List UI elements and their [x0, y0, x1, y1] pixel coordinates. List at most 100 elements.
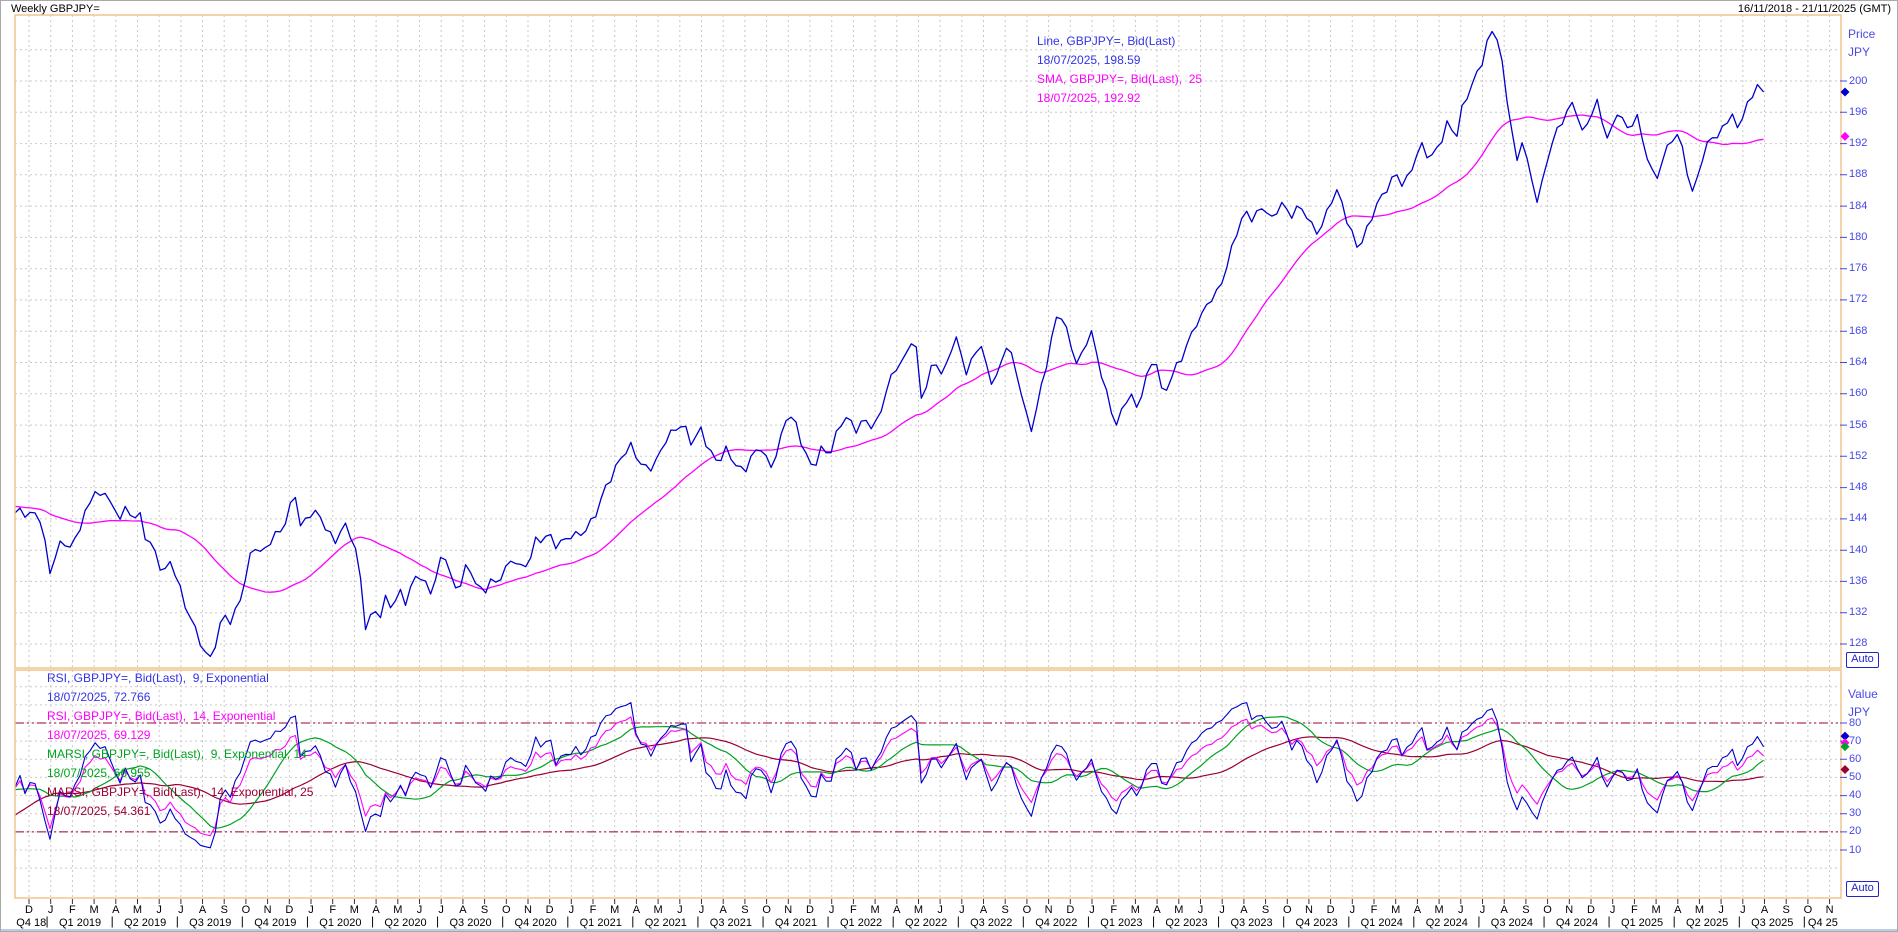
value-last-value-marker — [1840, 731, 1850, 741]
rsi-legend-line: RSI, GBPJPY=, Bid(Last), 14, Exponential — [47, 709, 276, 723]
quarter-label: Q1 2025 — [1620, 917, 1664, 929]
month-tick-label: F — [1110, 904, 1118, 916]
value-tick-label: 70 — [1849, 734, 1862, 747]
quarter-separator: | — [1672, 914, 1676, 928]
value-tick-label: 40 — [1849, 789, 1862, 802]
quarter-separator: | — [1151, 914, 1156, 928]
month-tick-label: A — [719, 904, 727, 916]
value-tick-label: 20 — [1849, 825, 1862, 838]
marsi-9-14-line — [15, 715, 1764, 829]
month-tick-label: A — [1500, 904, 1508, 916]
price-tick-label: 200 — [1849, 74, 1868, 87]
rsi-legend: RSI, GBPJPY=, Bid(Last), 9, Exponential 1… — [47, 669, 313, 821]
price-auto-scale-button[interactable]: Auto — [1846, 652, 1879, 668]
quarter-label: Q1 2023 — [1100, 917, 1143, 929]
price-tick-label: 128 — [1849, 637, 1868, 650]
quarter-label: Q3 2024 — [1490, 917, 1533, 929]
quarter-separator: | — [631, 914, 635, 928]
month-tick-label: S — [741, 904, 749, 916]
month-tick-label: M — [1391, 904, 1401, 916]
month-tick-label: J — [47, 904, 54, 916]
rsi-pane-plot-area[interactable] — [14, 669, 1842, 899]
price-tick-label: 176 — [1849, 262, 1868, 275]
value-tick-label: 80 — [1849, 716, 1862, 729]
month-tick-label: J — [416, 904, 423, 916]
rsi-14-line — [15, 716, 1764, 837]
price-legend-line: Line, GBPJPY=, Bid(Last) — [1037, 34, 1176, 48]
month-tick-label: D — [545, 904, 554, 916]
month-tick-label: S — [1261, 904, 1270, 916]
month-tick-label: F — [1370, 904, 1378, 916]
month-tick-label: S — [1522, 904, 1530, 916]
month-tick-marks — [28, 899, 1831, 904]
month-tick-label: D — [805, 904, 814, 916]
quarter-label: Q1 2020 — [319, 917, 362, 929]
month-tick-label: J — [1458, 904, 1464, 916]
quarter-separator: | — [1737, 914, 1741, 928]
quarter-separator: | — [956, 914, 960, 928]
quarter-label: Q4 2020 — [514, 917, 557, 929]
month-tick-label: A — [1674, 904, 1682, 916]
month-tick-label: D — [25, 904, 33, 916]
month-tick-label: A — [1153, 904, 1161, 916]
price-tick-label: 136 — [1849, 574, 1868, 587]
price-tick-label: 160 — [1849, 387, 1868, 400]
month-tick-label: J — [677, 904, 683, 916]
month-tick-label: D — [285, 904, 294, 916]
month-tick-label: M — [653, 904, 663, 916]
price-legend-line: 18/07/2025, 192.92 — [1037, 91, 1141, 105]
gbpjpy-price-line — [15, 30, 1765, 658]
month-tick-label: J — [698, 904, 705, 916]
rsi-9-line — [15, 702, 1765, 849]
rsi-legend-line: 18/07/2025, 54.361 — [47, 804, 151, 818]
quarter-label: Q4 2023 — [1295, 917, 1338, 929]
quarter-separator: | — [240, 914, 244, 928]
quarter-separator: | — [761, 914, 765, 928]
month-tick-label: A — [372, 904, 380, 916]
month-tick-label: J — [156, 904, 162, 916]
month-tick-label: O — [762, 904, 771, 916]
month-tick-label: N — [1825, 904, 1834, 916]
month-tick-label: F — [329, 904, 337, 916]
month-tick-label: D — [1586, 904, 1595, 916]
price-pane-plot-area[interactable] — [14, 14, 1842, 669]
month-tick-label: M — [132, 904, 143, 916]
chart-title: Weekly GBPJPY= — [11, 3, 100, 15]
month-tick-label: O — [1803, 904, 1813, 916]
month-tick-label: A — [632, 904, 641, 916]
month-tick-label: A — [1760, 904, 1769, 916]
quarter-label: Q3 2023 — [1230, 917, 1273, 929]
quarter-label: Q1 2019 — [58, 917, 102, 929]
quarter-label: Q3 2021 — [709, 917, 752, 929]
quarter-separator: | — [501, 914, 505, 928]
quarter-separator: | — [436, 914, 440, 928]
month-tick-label: M — [1174, 904, 1184, 916]
quarter-label: Q2 2025 — [1686, 917, 1729, 929]
price-legend-line: SMA, GBPJPY=, Bid(Last), 25 — [1037, 72, 1203, 86]
month-tick-label: S — [1782, 904, 1790, 916]
sma-25-line — [15, 114, 1764, 593]
month-tick-label: J — [178, 904, 184, 916]
price-tick-label: 192 — [1849, 137, 1868, 150]
price-last-value-marker — [1840, 87, 1850, 97]
month-tick-label: A — [1240, 904, 1248, 916]
quarter-label: Q1 2021 — [579, 917, 622, 929]
quarter-separator: | — [370, 914, 375, 928]
value-axis-title-line1: Value — [1848, 687, 1878, 701]
month-tick-label: F — [849, 904, 857, 916]
quarter-separator: | — [891, 914, 895, 928]
value-tick-label: 60 — [1849, 752, 1862, 765]
month-tick-label: J — [1349, 904, 1356, 916]
price-tick-label: 132 — [1849, 606, 1868, 619]
quarter-separator: | — [110, 914, 114, 928]
month-tick-label: O — [241, 904, 251, 916]
value-auto-scale-button[interactable]: Auto — [1846, 881, 1879, 897]
rsi-legend-line: MARSI, GBPJPY=, Bid(Last), 14, Exponenti… — [47, 785, 314, 799]
quarter-separator: | — [1347, 914, 1351, 928]
month-tick-label: N — [1304, 904, 1313, 916]
month-tick-label: M — [913, 904, 924, 916]
quarter-separator: | — [826, 914, 830, 928]
quarter-separator: | — [1282, 914, 1286, 928]
